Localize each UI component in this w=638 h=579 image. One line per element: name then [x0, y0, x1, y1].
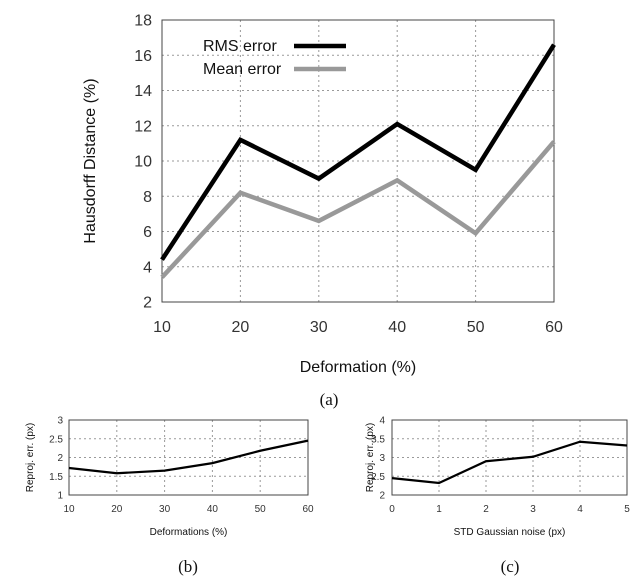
x-tick-label: 2: [483, 504, 489, 515]
series-line-0: [68, 439, 309, 475]
y-tick-label: 2.5: [371, 472, 385, 483]
caption: (b): [178, 557, 198, 576]
y-tick-label: 18: [134, 13, 152, 30]
x-tick-label: 10: [63, 504, 75, 515]
series-line-0: [160, 43, 556, 261]
x-tick-label: 30: [159, 504, 171, 515]
y-tick-label: 1: [57, 491, 63, 502]
plot-frame: [68, 419, 309, 496]
x-axis-label: Deformation (%): [300, 359, 416, 376]
y-tick-label: 3.5: [371, 434, 385, 445]
legend-label: Mean error: [203, 61, 282, 78]
y-axis-label: Reproj. err. (px): [365, 423, 376, 492]
x-tick-label: 20: [111, 504, 123, 515]
chart-1: 1 1.5 2 2.5 3 10 20 30 40 50 60 Deformations (%) Rep…: [25, 416, 314, 577]
chart-0: 2 4 6 8 10 12 14 16 18 10 20 30 40 50 60 Deformation (%…: [82, 13, 563, 409]
y-tick-label: 2: [57, 453, 63, 464]
x-axis-label: STD Gaussian noise (px): [454, 527, 566, 538]
y-axis-label: Hausdorff Distance (%): [82, 78, 99, 243]
y-tick-label: 4: [143, 259, 152, 276]
x-tick-label: 60: [302, 504, 314, 515]
y-tick-label: 6: [143, 224, 152, 241]
x-tick-label: 30: [310, 319, 328, 336]
series-line-0: [391, 440, 628, 485]
x-tick-label: 60: [545, 319, 563, 336]
y-tick-label: 3: [57, 416, 63, 427]
x-tick-label: 50: [467, 319, 485, 336]
y-tick-label: 3: [379, 453, 385, 464]
plot-frame: [161, 19, 555, 303]
x-axis-label: Deformations (%): [150, 527, 228, 538]
x-tick-label: 1: [436, 504, 442, 515]
y-tick-label: 2: [379, 491, 385, 502]
y-tick-label: 8: [143, 189, 152, 206]
legend-label: RMS error: [203, 38, 277, 55]
x-tick-label: 40: [388, 319, 406, 336]
x-tick-label: 50: [255, 504, 267, 515]
y-tick-label: 12: [134, 118, 152, 135]
y-tick-label: 1.5: [49, 472, 63, 483]
x-tick-label: 10: [153, 319, 171, 336]
y-tick-label: 10: [134, 154, 152, 171]
y-tick-label: 2: [143, 295, 152, 312]
series-line-1: [160, 140, 556, 279]
y-tick-label: 4: [379, 416, 385, 427]
x-tick-label: 4: [577, 504, 583, 515]
x-tick-label: 40: [207, 504, 219, 515]
y-tick-label: 2.5: [49, 434, 63, 445]
x-tick-label: 5: [624, 504, 630, 515]
caption: (a): [320, 390, 339, 409]
plot-frame: [391, 419, 628, 496]
y-tick-label: 16: [134, 48, 152, 65]
x-tick-label: 3: [530, 504, 536, 515]
y-tick-label: 14: [134, 83, 152, 100]
chart-2: 2 2.5 3 3.5 4 0 1 2 3 4 5 STD Gaussian noise (px) Re…: [365, 416, 630, 577]
y-axis-label: Reproj. err. (px): [25, 423, 36, 492]
x-tick-label: 20: [232, 319, 250, 336]
x-tick-label: 0: [389, 504, 395, 515]
caption: (c): [501, 557, 520, 576]
